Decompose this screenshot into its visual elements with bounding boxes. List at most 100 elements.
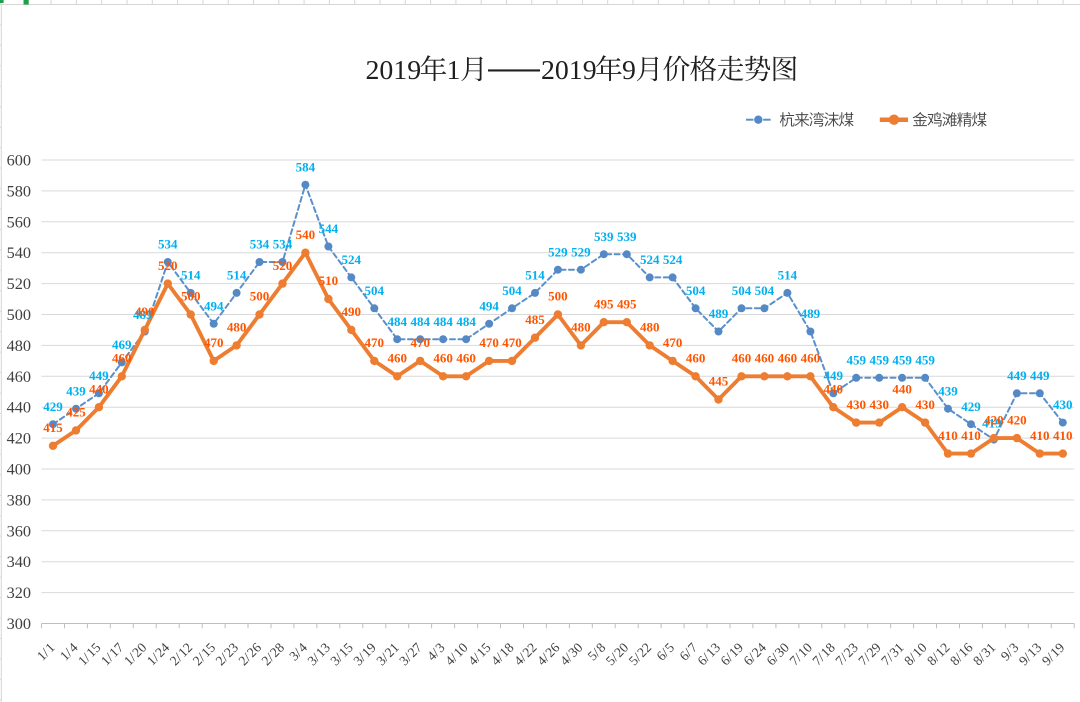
svg-text:380: 380: [7, 490, 31, 509]
svg-text:529: 529: [548, 244, 568, 259]
svg-text:524: 524: [342, 252, 362, 267]
svg-text:510: 510: [319, 273, 339, 288]
svg-text:460: 460: [387, 351, 407, 366]
svg-text:514: 514: [525, 268, 545, 283]
svg-text:420: 420: [7, 429, 31, 448]
svg-text:460: 460: [732, 351, 752, 366]
svg-text:514: 514: [227, 268, 247, 283]
svg-text:494: 494: [479, 298, 499, 313]
svg-text:514: 514: [778, 268, 798, 283]
svg-text:460: 460: [778, 351, 798, 366]
svg-text:489: 489: [801, 306, 821, 321]
svg-text:1: 1: [447, 55, 461, 86]
svg-text:430: 430: [1053, 397, 1073, 412]
svg-text:449: 449: [1007, 368, 1027, 383]
svg-text:300: 300: [7, 614, 31, 633]
svg-text:489: 489: [133, 307, 153, 322]
svg-text:500: 500: [548, 289, 568, 304]
svg-text:360: 360: [7, 521, 31, 540]
svg-text:415: 415: [43, 420, 63, 435]
svg-text:440: 440: [89, 381, 109, 396]
svg-text:500: 500: [181, 289, 201, 304]
svg-text:449: 449: [89, 368, 109, 383]
svg-text:524: 524: [663, 252, 683, 267]
svg-text:430: 430: [846, 397, 866, 412]
svg-text:500: 500: [250, 289, 270, 304]
svg-text:430: 430: [915, 397, 935, 412]
svg-text:490: 490: [342, 304, 362, 319]
svg-text:2019: 2019: [541, 55, 597, 86]
svg-text:539: 539: [594, 229, 614, 244]
svg-text:504: 504: [502, 283, 522, 298]
svg-text:529: 529: [571, 244, 591, 259]
svg-text:410: 410: [961, 428, 981, 443]
svg-text:495: 495: [617, 296, 637, 311]
svg-text:459: 459: [892, 352, 912, 367]
svg-text:484: 484: [433, 314, 453, 329]
svg-text:460: 460: [801, 351, 821, 366]
svg-text:320: 320: [7, 583, 31, 602]
svg-text:9: 9: [622, 55, 636, 86]
svg-text:429: 429: [43, 399, 63, 414]
svg-text:500: 500: [7, 305, 31, 324]
svg-text:470: 470: [663, 335, 683, 350]
svg-text:534: 534: [158, 237, 178, 252]
svg-text:440: 440: [7, 398, 31, 417]
svg-text:460: 460: [686, 351, 706, 366]
svg-text:485: 485: [525, 312, 545, 327]
svg-text:504: 504: [732, 283, 752, 298]
svg-text:419: 419: [982, 415, 1002, 430]
svg-text:420: 420: [984, 412, 1004, 427]
svg-text:495: 495: [594, 296, 614, 311]
svg-text:340: 340: [7, 552, 31, 571]
svg-text:504: 504: [755, 283, 775, 298]
svg-text:460: 460: [456, 351, 476, 366]
svg-text:504: 504: [365, 283, 385, 298]
svg-text:540: 540: [296, 227, 316, 242]
svg-text:410: 410: [1053, 428, 1073, 443]
svg-text:584: 584: [296, 159, 316, 174]
svg-text:400: 400: [7, 460, 31, 479]
svg-text:520: 520: [7, 274, 31, 293]
svg-text:540: 540: [7, 243, 31, 262]
svg-text:449: 449: [1030, 368, 1050, 383]
svg-text:440: 440: [892, 381, 912, 396]
svg-text:439: 439: [66, 383, 86, 398]
svg-text:484: 484: [456, 314, 476, 329]
svg-text:520: 520: [273, 258, 293, 273]
svg-text:494: 494: [204, 298, 224, 313]
svg-text:544: 544: [319, 221, 339, 236]
svg-text:580: 580: [7, 181, 31, 200]
svg-text:470: 470: [410, 335, 430, 350]
svg-text:480: 480: [571, 320, 591, 335]
svg-text:440: 440: [824, 381, 844, 396]
svg-text:534: 534: [273, 237, 293, 252]
svg-text:480: 480: [7, 336, 31, 355]
svg-text:469: 469: [112, 337, 132, 352]
svg-text:439: 439: [938, 383, 958, 398]
svg-text:460: 460: [433, 351, 453, 366]
svg-text:514: 514: [181, 268, 201, 283]
svg-text:489: 489: [709, 306, 729, 321]
svg-text:539: 539: [617, 229, 637, 244]
svg-text:470: 470: [502, 335, 522, 350]
svg-text:459: 459: [869, 352, 889, 367]
svg-text:560: 560: [7, 212, 31, 231]
svg-text:600: 600: [7, 151, 31, 170]
svg-text:490: 490: [135, 304, 155, 319]
svg-text:470: 470: [204, 335, 224, 350]
svg-text:410: 410: [938, 428, 958, 443]
svg-text:480: 480: [640, 320, 660, 335]
svg-text:504: 504: [686, 283, 706, 298]
svg-text:480: 480: [227, 320, 247, 335]
svg-text:420: 420: [1007, 412, 1027, 427]
svg-text:470: 470: [365, 335, 385, 350]
svg-text:445: 445: [709, 374, 729, 389]
svg-text:460: 460: [755, 351, 775, 366]
svg-text:460: 460: [112, 351, 132, 366]
svg-text:429: 429: [961, 399, 981, 414]
svg-text:460: 460: [7, 367, 31, 386]
svg-text:410: 410: [1030, 428, 1050, 443]
svg-text:470: 470: [479, 335, 499, 350]
svg-text:430: 430: [869, 397, 889, 412]
